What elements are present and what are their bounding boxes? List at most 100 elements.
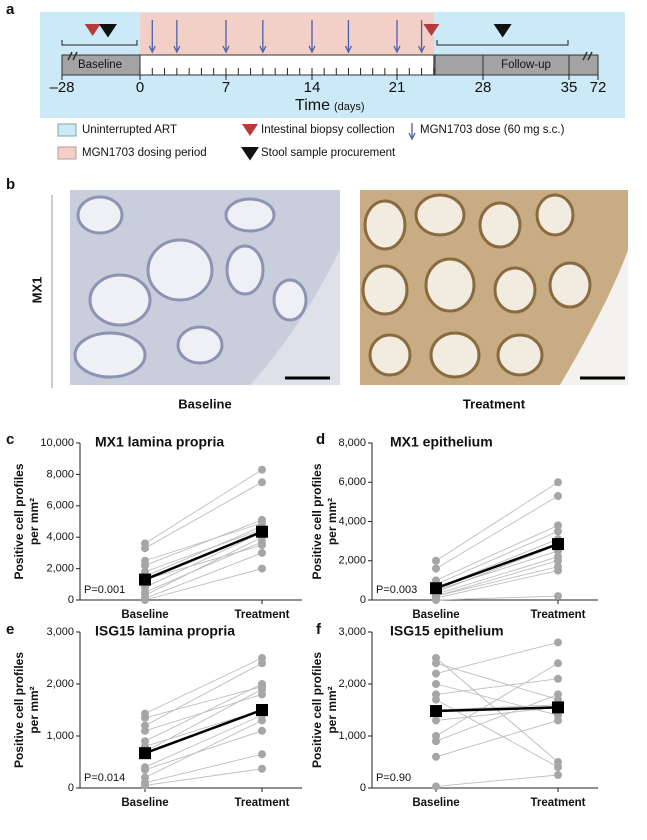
x-tick-label: Baseline (121, 609, 168, 621)
axis-unit: (days) (334, 101, 365, 113)
subject-line (144, 568, 263, 601)
dose-arrow (308, 20, 316, 54)
legend-label: MGN1703 dose (60 mg s.c.) (420, 124, 565, 136)
dose-arrow (173, 20, 181, 54)
stool-marker (493, 24, 512, 38)
arrow-head (393, 45, 401, 54)
subject-point (432, 737, 440, 746)
tick-label: –28 (49, 79, 74, 96)
legend-swatch (57, 146, 77, 160)
panel-label: e (6, 621, 14, 638)
image-caption: Baseline (178, 396, 231, 411)
y-tick-label: 8,000 (338, 437, 366, 449)
subject-line (435, 704, 559, 711)
y-axis-label: Positive cell profiles (310, 652, 324, 768)
subject-line (144, 719, 263, 779)
subject-point (432, 782, 440, 791)
subject-point (141, 713, 149, 722)
subject-line (144, 525, 263, 577)
x-tick-label: Treatment (531, 609, 586, 621)
subject-point (554, 478, 562, 487)
followup-label: Follow-up (501, 59, 551, 71)
subject-point (554, 527, 562, 536)
tick-label: 35 (561, 79, 578, 96)
subject-line (435, 566, 559, 597)
x-tick-label: Baseline (121, 797, 168, 809)
tick-label: 21 (389, 79, 406, 96)
y-axis-label: per mm² (325, 686, 339, 733)
arrow-head (344, 45, 353, 54)
baseline-label: Baseline (78, 59, 122, 71)
subject-point (554, 690, 562, 699)
subject-point (432, 669, 440, 678)
subject-point (432, 695, 440, 704)
dose-arrow (344, 20, 353, 54)
subject-point (432, 680, 440, 688)
x-tick-label: Baseline (412, 797, 459, 809)
subject-line (144, 536, 263, 596)
subject-point (258, 548, 266, 557)
subject-line (435, 774, 559, 787)
mean-point (256, 704, 268, 716)
mean-point (139, 573, 151, 586)
subject-line (144, 714, 263, 768)
subject-point (554, 763, 562, 772)
subject-point (141, 596, 149, 604)
y-tick-label: 3,000 (46, 626, 74, 638)
y-tick-label: 4,000 (338, 515, 366, 527)
image-caption: Treatment (463, 396, 526, 411)
subject-line (144, 541, 263, 593)
subject-line (144, 768, 263, 786)
y-tick-label: 2,000 (338, 678, 366, 690)
subject-line (435, 678, 559, 695)
dose-arrow (259, 20, 267, 54)
subject-point (554, 566, 562, 575)
legend-label: MGN1703 dosing period (82, 147, 207, 159)
subject-line (435, 706, 559, 721)
subject-point (554, 674, 562, 683)
subject-line (144, 662, 263, 726)
subject-line (144, 528, 263, 573)
subject-point (258, 726, 266, 735)
mean-line (144, 708, 263, 755)
subject-line (144, 657, 263, 715)
subject-point (258, 764, 266, 773)
tick-label: 72 (590, 79, 607, 96)
subject-line (435, 662, 559, 701)
subject-line (435, 719, 559, 758)
mean-point (552, 538, 564, 551)
x-tick-label: Treatment (235, 609, 290, 621)
subject-point (258, 564, 266, 573)
legend-label: Uninterrupted ART (82, 124, 177, 136)
subject-point (432, 659, 440, 668)
chart-title: ISG15 lamina propria (95, 623, 235, 639)
subject-line (435, 544, 559, 593)
arrow-head (408, 132, 416, 141)
x-tick-label: Treatment (531, 797, 586, 809)
legend-label: Stool sample procurement (261, 147, 396, 159)
subject-point (554, 592, 562, 601)
subject-point (258, 465, 266, 474)
subject-point (141, 765, 149, 774)
y-tick-label: 2,000 (46, 563, 74, 575)
mean-point (430, 582, 442, 595)
biopsy-marker (84, 24, 101, 36)
arrow-head (417, 45, 426, 54)
mean-line (435, 706, 559, 713)
biopsy-marker (423, 24, 440, 36)
background (560, 250, 628, 385)
y-tick-label: 0 (68, 594, 74, 606)
subject-point (258, 750, 266, 759)
y-tick-label: 3,000 (338, 626, 366, 638)
subject-line (144, 481, 263, 549)
subject-point (554, 716, 562, 725)
p-value: P=0.003 (376, 584, 417, 596)
x-tick-label: Baseline (412, 609, 459, 621)
y-tick-label: 6,000 (338, 476, 366, 488)
mean-point (256, 525, 268, 538)
subject-line (435, 530, 559, 585)
y-tick-label: 10,000 (40, 437, 74, 449)
axis-title: Time (295, 97, 330, 114)
dose-arrow (148, 20, 156, 54)
subject-point (432, 752, 440, 761)
